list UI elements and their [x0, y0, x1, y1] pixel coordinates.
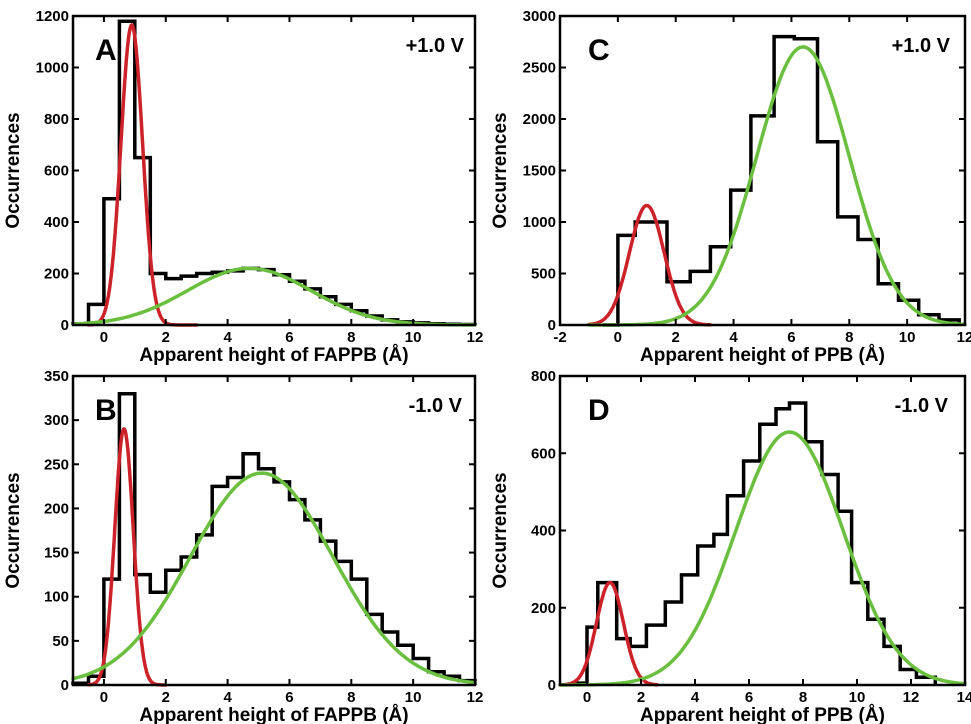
panel-b: 0 2 4 6 8 10 12 0 50 100 150 200 250 300 350 Apparent h…	[3, 368, 483, 724]
panel-d: 0 2 4 6 8 10 12 14 0 200 400 600 800 Apparent height …	[490, 368, 971, 724]
x-tick-label: 6	[285, 329, 293, 346]
x-tick-label: 0	[100, 329, 108, 346]
x-tick-label: 2	[672, 329, 680, 346]
y-tick-label: 200	[44, 500, 69, 517]
panel-letter: D	[588, 394, 610, 427]
fit-curve-peak1	[558, 580, 659, 687]
y-tick-label: 1000	[523, 214, 556, 231]
y-tick-label: 350	[44, 368, 69, 385]
x-tick-label: 6	[787, 329, 795, 346]
x-tick-label: 10	[849, 689, 866, 706]
y-tick-label: 2000	[523, 111, 556, 128]
x-tick-label: 0	[583, 689, 591, 706]
x-tick-label: 10	[405, 689, 422, 706]
x-tick-label: 10	[405, 329, 422, 346]
x-tick-label: -2	[553, 329, 566, 346]
y-axis-label: Occurrences	[490, 472, 511, 588]
x-tick-label: 6	[745, 689, 753, 706]
axes-frame	[558, 14, 967, 327]
x-axis-label: Apparent height of PPB (Å)	[640, 345, 885, 366]
x-tick-label: 2	[637, 689, 645, 706]
panel-letter: C	[588, 34, 610, 67]
y-axis-label: Occurrences	[490, 112, 511, 228]
y-tick-label: 1200	[36, 8, 69, 25]
y-tick-label: 0	[548, 317, 556, 334]
x-tick-label: 4	[691, 689, 700, 706]
y-tick-label: 2500	[523, 60, 556, 77]
x-tick-label: 4	[223, 329, 232, 346]
x-tick-label: 12	[467, 689, 484, 706]
x-tick-label: 0	[100, 689, 108, 706]
fit-curve-peak1	[86, 427, 168, 687]
voltage-annotation: -1.0 V	[895, 395, 949, 417]
y-tick-label: 0	[61, 317, 69, 334]
voltage-annotation: +1.0 V	[406, 35, 465, 57]
y-tick-label: 1500	[523, 163, 556, 180]
fit-curve-peak1	[587, 203, 713, 327]
y-tick-label: 800	[44, 111, 69, 128]
y-tick-label: 3000	[523, 8, 556, 25]
x-axis-label: Apparent height of FAPPB (Å)	[139, 705, 408, 724]
histogram-steps	[71, 19, 477, 327]
y-tick-label: 200	[44, 266, 69, 283]
panel-letter: A	[95, 34, 117, 67]
y-tick-label: 200	[531, 600, 556, 617]
voltage-annotation: +1.0 V	[892, 35, 951, 57]
fit-curve-peak2	[558, 430, 967, 687]
x-tick-label: 8	[347, 329, 355, 346]
x-tick-label: 8	[799, 689, 807, 706]
x-tick-label: 14	[957, 689, 971, 706]
axes-frame	[71, 374, 477, 687]
y-axis-label: Occurrences	[3, 112, 24, 228]
x-tick-label: 4	[223, 689, 232, 706]
panel-letter: B	[95, 394, 117, 427]
x-tick-label: 12	[957, 329, 971, 346]
y-tick-label: 800	[531, 368, 556, 385]
y-tick-label: 500	[531, 266, 556, 283]
y-tick-label: 400	[44, 214, 69, 231]
panel-a: 0 2 4 6 8 10 12 0 200 400 600 800 1000 1200 Apparent h…	[3, 8, 483, 366]
y-tick-label: 100	[44, 589, 69, 606]
voltage-annotation: -1.0 V	[409, 395, 463, 417]
x-tick-label: 8	[845, 329, 853, 346]
y-tick-label: 0	[548, 677, 556, 694]
fit-curve-peak2	[587, 45, 967, 327]
x-axis-label: Apparent height of FAPPB (Å)	[139, 345, 408, 366]
x-tick-label: 2	[162, 329, 170, 346]
x-tick-label: 2	[162, 689, 170, 706]
x-tick-label: 0	[614, 329, 622, 346]
y-axis-label: Occurrences	[3, 472, 24, 588]
x-tick-label: 12	[903, 689, 920, 706]
y-tick-label: 600	[531, 445, 556, 462]
y-tick-label: 0	[61, 677, 69, 694]
y-tick-label: 400	[531, 523, 556, 540]
fit-curve-peak2	[71, 266, 477, 327]
y-tick-label: 300	[44, 412, 69, 429]
panel-c: -2 0 2 4 6 8 10 12050010001500200025003000Appar…	[490, 8, 971, 366]
fit-curve-peak2	[71, 471, 477, 685]
x-tick-label: 10	[899, 329, 916, 346]
x-tick-label: 6	[285, 689, 293, 706]
x-tick-label: 4	[729, 329, 738, 346]
x-axis-label: Apparent height of PPB (Å)	[640, 705, 885, 724]
y-tick-label: 150	[44, 545, 69, 562]
y-tick-label: 50	[52, 633, 69, 650]
x-tick-label: 8	[347, 689, 355, 706]
y-tick-label: 1000	[36, 60, 69, 77]
y-tick-label: 250	[44, 456, 69, 473]
x-tick-label: 12	[467, 329, 484, 346]
y-tick-label: 600	[44, 163, 69, 180]
